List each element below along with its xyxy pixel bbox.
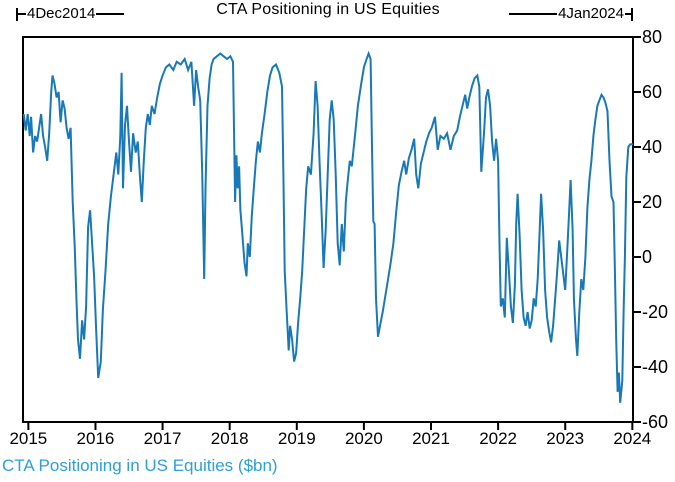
start-date-line-right xyxy=(96,13,125,15)
x-tick-label: 2020 xyxy=(344,429,383,448)
y-tick-label: 80 xyxy=(642,27,663,47)
end-date-tick xyxy=(631,7,633,21)
end-date-line-right xyxy=(625,13,631,15)
x-tick-label: 2021 xyxy=(412,429,450,448)
x-tick-label: 2015 xyxy=(9,429,48,448)
end-date-label: 4Jan2024 xyxy=(558,5,624,22)
y-tick-label: 0 xyxy=(642,247,653,267)
x-tick-label: 2018 xyxy=(210,429,249,448)
x-tick-label: 2016 xyxy=(76,429,115,448)
y-tick-label: -40 xyxy=(642,357,669,377)
cta-positioning-line xyxy=(22,50,633,403)
end-date-annotation: 4Jan2024 xyxy=(509,6,633,22)
chart-title: CTA Positioning in US Equities xyxy=(216,1,440,18)
x-tick-label: 2024 xyxy=(613,429,652,448)
x-tick-label: 2022 xyxy=(479,429,518,448)
start-date-line xyxy=(18,13,26,15)
start-date-label: 4Dec2014 xyxy=(27,5,96,22)
y-tick-label: 60 xyxy=(642,82,663,102)
legend-caption: CTA Positioning in US Equities ($bn) xyxy=(2,456,278,475)
y-tick-label: 20 xyxy=(642,192,663,212)
x-tick-label: 2023 xyxy=(546,429,585,448)
y-tick-label: -60 xyxy=(642,412,669,432)
y-tick-label: -20 xyxy=(642,302,669,322)
start-date-tick xyxy=(16,7,18,21)
end-date-line xyxy=(509,13,558,15)
start-date-annotation: 4Dec2014 xyxy=(16,5,125,22)
y-tick-label: 40 xyxy=(642,137,663,157)
x-tick-label: 2017 xyxy=(143,429,182,448)
x-tick-label: 2019 xyxy=(277,429,316,448)
plot-border xyxy=(22,36,634,423)
